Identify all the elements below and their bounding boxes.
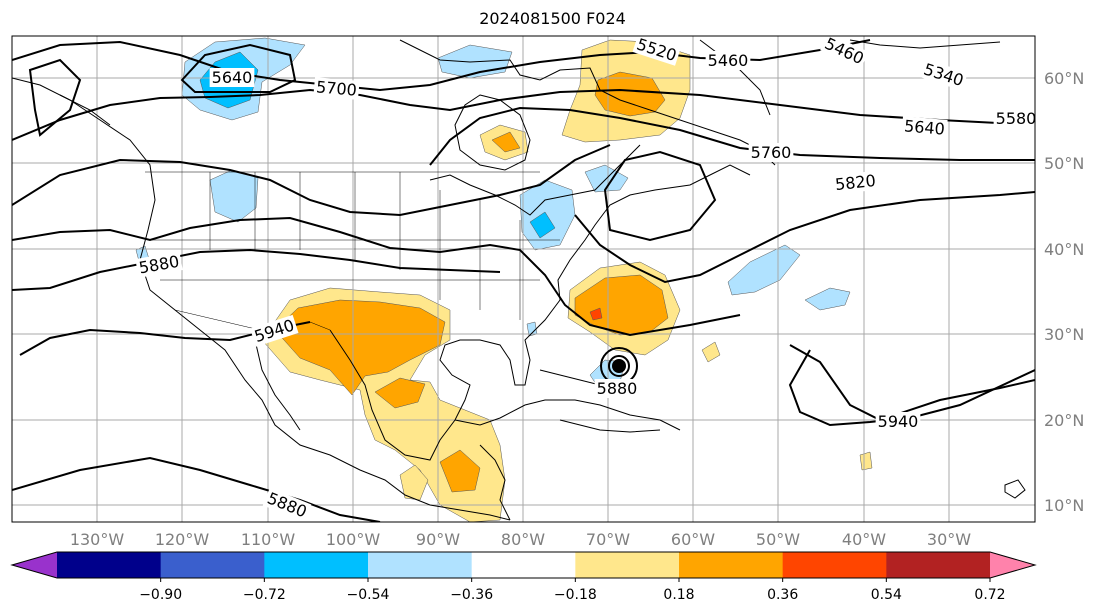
shade-positive-gulf-core	[374, 377, 426, 409]
contour-label: 5700	[315, 77, 357, 99]
lon-label: 130°W	[70, 530, 125, 549]
shade-positive-atlantic-hot	[589, 307, 603, 321]
longitude-labels: 130°W 120°W 110°W 100°W 90°W 80°W 70°W 6…	[70, 530, 971, 549]
colorbar-tick-label: −0.36	[450, 587, 493, 603]
contour-label: 5940	[878, 412, 919, 431]
lon-label: 80°W	[501, 530, 545, 549]
colorbar-tick-label: 0.36	[767, 587, 798, 603]
shade-positive-central	[439, 449, 481, 493]
map-frame	[11, 35, 1036, 523]
lat-label: 60°N	[1044, 69, 1084, 88]
colorbar-tick-label: −0.18	[554, 587, 597, 603]
lat-label: 50°N	[1044, 154, 1084, 173]
colorbar-segment	[57, 552, 162, 578]
contour-label: 5580	[996, 109, 1037, 128]
shade-positive-small1	[701, 341, 721, 363]
colorbar-segment	[368, 552, 473, 578]
contour-label: 5880	[597, 379, 638, 398]
shade-positive-small2	[859, 451, 873, 471]
shade-positive-james-core	[491, 131, 521, 153]
map-title: 2024081500 F024	[479, 9, 626, 28]
colorbar-segment	[471, 552, 576, 578]
shade-negative-greatlakes	[519, 179, 576, 251]
colorbar-segment	[782, 552, 887, 578]
shade-negative-atlantic1	[727, 244, 801, 296]
colorbar-extend-high	[990, 552, 1035, 578]
lon-label: 70°W	[586, 530, 630, 549]
colorbar-extend-low	[12, 552, 57, 578]
colorbar-segment	[575, 552, 680, 578]
lon-label: 60°W	[671, 530, 715, 549]
lon-label: 110°W	[241, 530, 296, 549]
latitude-labels: 60°N 50°N 40°N 30°N 20°N 10°N	[1044, 69, 1084, 515]
contour-label: 5640	[903, 116, 945, 138]
colorbar-tick-label: 0.72	[974, 587, 1005, 603]
contour-label: 5460	[708, 51, 749, 70]
shade-positive-texas-core	[274, 299, 446, 396]
colorbar-segment	[264, 552, 369, 578]
lon-label: 100°W	[326, 530, 381, 549]
colorbar-segment	[679, 552, 784, 578]
state-borders	[145, 171, 560, 331]
colorbar-tick-label: −0.90	[139, 587, 182, 603]
contour-label: 5820	[834, 171, 876, 194]
coastlines	[12, 39, 1026, 521]
contour-label: 5760	[751, 143, 792, 162]
lon-label: 30°W	[927, 530, 971, 549]
contour-label: 5640	[212, 68, 253, 87]
colorbar-tick-label: 0.18	[663, 587, 694, 603]
lat-label: 40°N	[1044, 240, 1084, 259]
colorbar-outline	[10, 551, 1037, 579]
lat-label: 20°N	[1044, 411, 1084, 430]
colorbar-segment	[160, 552, 265, 578]
colorbar: −0.90 −0.72 −0.54 −0.36 −0.18 0.18 0.36 0.54 0.7…	[10, 551, 1037, 603]
lon-label: 120°W	[155, 530, 210, 549]
colorbar-tick-label: 0.54	[871, 587, 902, 603]
lat-label: 30°N	[1044, 325, 1084, 344]
lon-label: 90°W	[416, 530, 460, 549]
colorbar-tick-label: −0.72	[243, 587, 286, 603]
colorbar-segment	[886, 552, 991, 578]
lat-label: 10°N	[1044, 496, 1084, 515]
shade-negative-atlantic2	[804, 287, 851, 311]
colorbar-tick-label: −0.54	[347, 587, 390, 603]
lon-label: 40°W	[842, 530, 886, 549]
shade-negative-greatlakes-core	[529, 211, 556, 239]
lon-label: 50°W	[756, 530, 800, 549]
